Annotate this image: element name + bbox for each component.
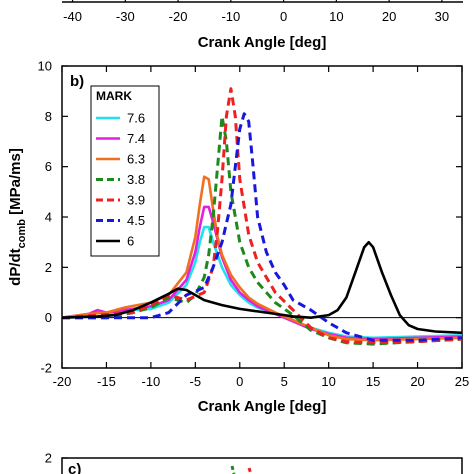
panel-a-x-tick-label: 0 [280,9,287,24]
panel-a-x-tick-label: -30 [116,9,135,24]
panel-a: -40 -30 -20 -10 0 10 20 30 Crank Angle [deg] [62,0,463,51]
panel-b-y-tick-label: 6 [45,159,52,174]
panel-c-y-ticks: 2 [45,451,253,474]
panel-b-x-tick-label: -15 [97,374,116,389]
panel-a-x-axis-label: Crank Angle [deg] [198,34,327,51]
panel-b-x-tick-label: -5 [190,374,202,389]
panel-b-y-ticks: -2 0 2 4 6 8 10 [38,59,462,376]
panel-b-x-tick-label: 15 [366,374,380,389]
y-label-unit: [MPa/ms] [7,148,24,219]
panel-b-label: b) [70,73,84,90]
panel-b-x-tick-label: 0 [236,374,243,389]
legend-items: 7.6 7.4 6.3 3.8 3.9 4.5 6 [96,111,145,249]
y-label-main: dP/dt [7,248,24,286]
legend-entry-label: 4.5 [127,213,145,228]
panel-c-y-tick-label: 2 [45,451,52,466]
panel-b-y-tick-label: 10 [38,59,52,74]
panel-b-x-tick-label: 20 [410,374,424,389]
panel-b-y-tick-label: 4 [45,210,52,225]
panel-b-x-tick-label: 5 [281,374,288,389]
panel-a-x-tick-label: -10 [221,9,240,24]
y-label-sub: comb [16,219,28,249]
panel-a-x-tick-label: -20 [169,9,188,24]
series-line-3-9 [61,87,463,345]
panel-a-x-tick-label: 30 [435,9,449,24]
panel-c: 2 c) [45,451,463,474]
panel-b-x-tick-label: 10 [321,374,335,389]
panel-a-x-tick-label: 20 [382,9,396,24]
panel-a-x-ticks: -40 -30 -20 -10 0 10 20 30 [63,0,449,24]
panel-a-x-tick-label: 10 [329,9,343,24]
panel-b-x-axis-label: Crank Angle [deg] [198,398,327,415]
series-line-3-8 [62,114,463,346]
panel-b-x-tick-label: -10 [141,374,160,389]
legend: MARK 7.6 7.4 6.3 3.8 3.9 4.5 6 [90,85,160,257]
panel-b-y-tick-label: 8 [45,109,52,124]
panel-b-series [61,87,463,346]
panel-b-x-tick-label: -20 [53,374,72,389]
legend-entry-label: 7.6 [127,111,145,126]
panel-c-series-peek [230,465,236,474]
panel-b-y-tick-label: 0 [45,310,52,325]
panel-b-y-tick-label: 2 [45,260,52,275]
legend-entry-label: 6 [127,234,134,249]
panel-b-x-ticks: -20 -15 -10 -5 0 5 10 15 20 25 [53,66,469,389]
series-line-6 [61,240,463,335]
panel-c-label: c) [68,461,81,474]
legend-box [90,85,160,257]
series-line-4-5 [62,112,463,342]
panel-b-y-tick-label: -2 [40,361,52,376]
panel-c-series-peek [247,467,253,474]
panel-a-x-tick-label: -40 [63,9,82,24]
legend-entry-label: 3.9 [127,193,145,208]
panel-b-y-axis-label: dP/dtcomb [MPa/ms] [7,148,28,286]
legend-title: MARK [96,89,132,103]
legend-entry-label: 3.8 [127,172,145,187]
panel-c-frame [61,457,463,474]
panel-b-x-tick-label: 25 [455,374,469,389]
legend-entry-label: 7.4 [127,131,145,146]
legend-entry-label: 6.3 [127,152,145,167]
